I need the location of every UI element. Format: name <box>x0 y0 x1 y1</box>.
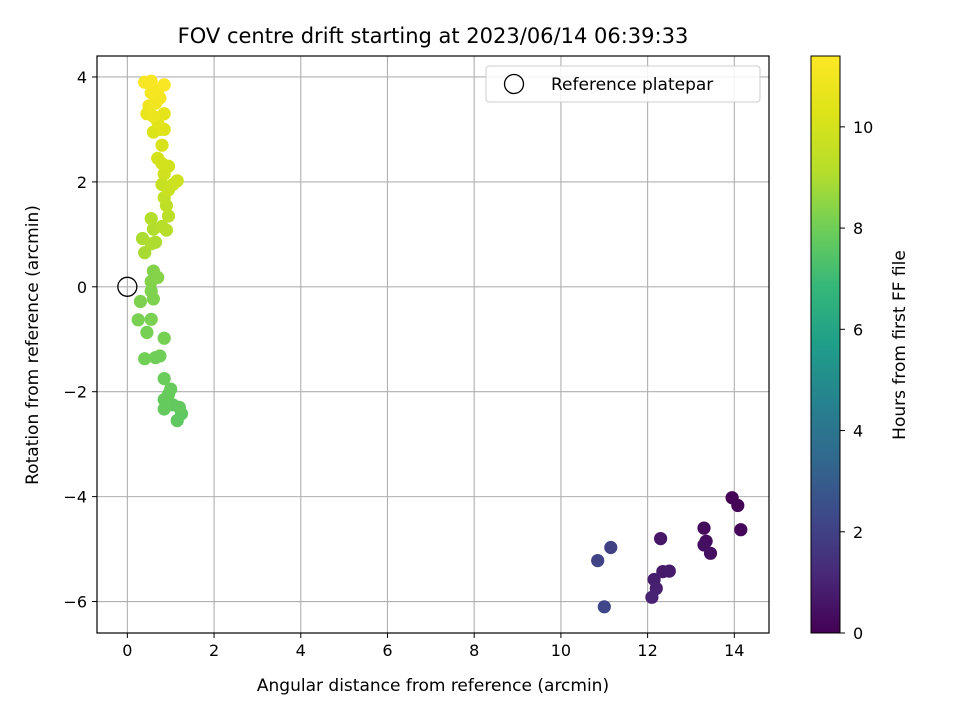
data-points <box>131 74 748 614</box>
legend-marker-reference <box>503 73 525 95</box>
data-point <box>148 235 163 249</box>
chart-title: FOV centre drift starting at 2023/06/14 … <box>178 24 689 48</box>
data-point <box>157 107 171 121</box>
data-point <box>662 564 676 578</box>
y-tick-label: −6 <box>63 593 87 612</box>
x-tick-label: 2 <box>209 641 219 660</box>
x-tick-label: 14 <box>724 641 744 660</box>
data-point <box>703 546 718 560</box>
data-point <box>697 521 711 535</box>
reference-platepar-marker <box>117 276 138 297</box>
reference-marker-group <box>117 276 138 297</box>
data-point <box>157 372 171 386</box>
x-tick-label: 8 <box>469 641 479 660</box>
data-point <box>146 109 160 123</box>
colorbar-tick-label: 8 <box>853 219 863 238</box>
data-point <box>645 590 659 604</box>
data-point <box>133 294 147 309</box>
plot-frame <box>96 55 770 634</box>
colorbar-gradient <box>810 55 841 634</box>
x-tick-label: 12 <box>637 641 657 660</box>
data-point <box>604 540 618 555</box>
data-point <box>157 331 171 345</box>
y-tick-label: −2 <box>63 383 87 402</box>
grid <box>97 56 769 633</box>
legend-label-reference: Reference platepar <box>551 75 713 95</box>
data-point <box>144 284 158 298</box>
x-axis-label: Angular distance from reference (arcmin) <box>257 676 609 696</box>
data-point <box>734 523 748 537</box>
data-point <box>144 312 158 326</box>
data-point <box>140 325 154 339</box>
data-point <box>654 532 668 546</box>
legend-box <box>485 65 761 103</box>
colorbar: 0 2 4 6 8 10 Hours from first FF file <box>810 55 910 643</box>
data-point <box>170 174 184 188</box>
colorbar-tick-label: 10 <box>853 118 873 137</box>
data-point <box>155 138 169 152</box>
colorbar-tick-label: 0 <box>853 624 863 643</box>
colorbar-ticks: 0 2 4 6 8 10 <box>840 118 873 643</box>
data-point <box>159 223 173 237</box>
x-tick-label: 4 <box>296 641 306 660</box>
x-tick-label: 0 <box>122 641 132 660</box>
data-point <box>731 498 745 513</box>
data-point <box>138 352 152 366</box>
colorbar-tick-label: 4 <box>853 422 863 441</box>
data-point <box>151 151 165 165</box>
data-point <box>148 351 163 365</box>
data-point <box>151 270 165 284</box>
x-axis: 0 2 4 6 8 10 12 14 <box>122 633 744 660</box>
y-tick-label: 4 <box>77 68 87 87</box>
x-tick-label: 6 <box>382 641 392 660</box>
colorbar-tick-label: 6 <box>853 320 863 339</box>
y-axis-label: Rotation from reference (arcmin) <box>23 205 43 485</box>
data-point <box>597 600 611 614</box>
data-point <box>144 212 158 226</box>
x-tick-label: 10 <box>551 641 571 660</box>
data-point <box>131 313 145 327</box>
legend: Reference platepar <box>485 65 761 103</box>
data-point <box>144 74 158 88</box>
y-tick-label: −4 <box>63 488 87 507</box>
data-point <box>161 209 176 223</box>
colorbar-tick-label: 2 <box>853 523 863 542</box>
y-tick-label: 0 <box>77 278 87 297</box>
y-axis: −6 −4 −2 0 2 4 <box>63 68 97 612</box>
data-point <box>157 402 171 416</box>
colorbar-label: Hours from first FF file <box>890 250 910 440</box>
data-point <box>591 554 605 568</box>
data-point <box>157 78 171 92</box>
data-point <box>164 382 178 396</box>
y-tick-label: 2 <box>77 173 87 192</box>
